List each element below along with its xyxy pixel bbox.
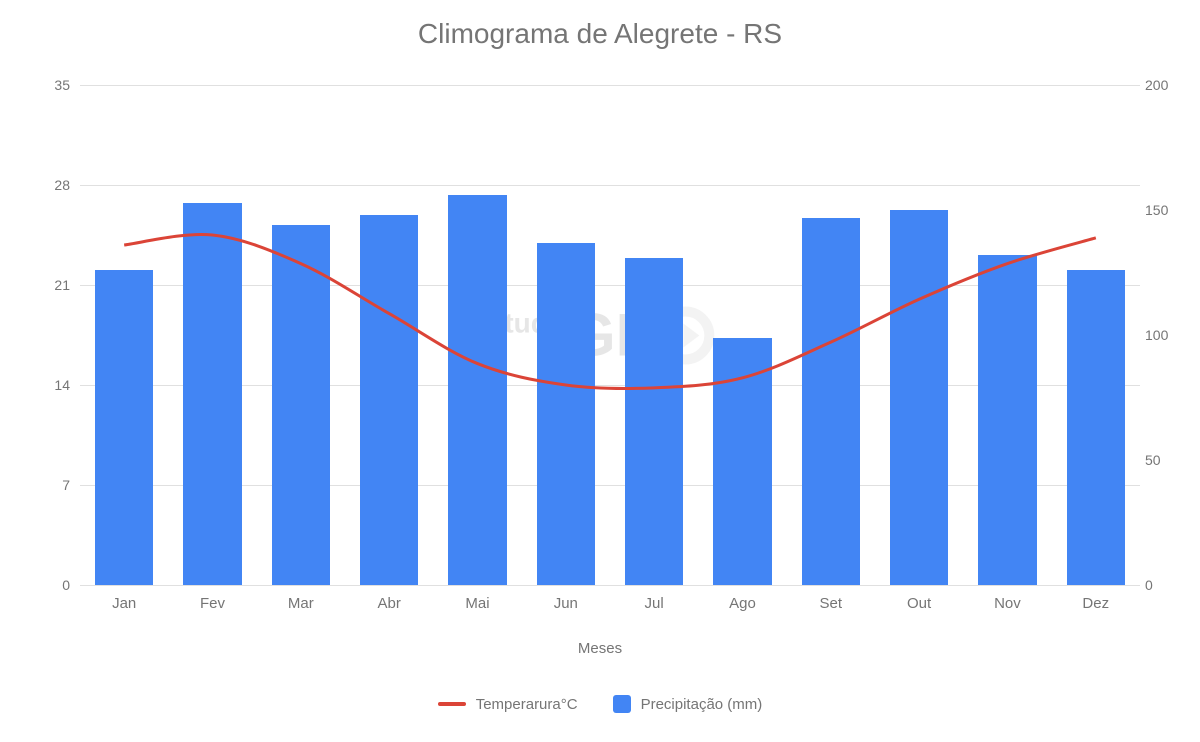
x-tick: Set (787, 595, 875, 612)
x-axis-title: Meses (0, 640, 1200, 657)
y-right-tick: 50 (1145, 452, 1185, 468)
y-left-tick: 0 (30, 577, 70, 593)
legend-label-temperature: Temperarura°C (476, 696, 578, 713)
line-path (124, 234, 1096, 388)
x-tick: Ago (698, 595, 786, 612)
legend-box-swatch (613, 695, 631, 713)
y-left-axis: 0714212835 (30, 85, 70, 585)
legend-item-precipitation: Precipitação (mm) (613, 695, 763, 713)
x-tick: Fev (168, 595, 256, 612)
x-tick: Jun (522, 595, 610, 612)
legend-item-temperature: Temperarura°C (438, 696, 578, 713)
legend: Temperarura°C Precipitação (mm) (0, 695, 1200, 713)
gridline (80, 585, 1140, 586)
x-axis-labels: JanFevMarAbrMaiJunJulAgoSetOutNovDez (80, 595, 1140, 612)
legend-label-precipitation: Precipitação (mm) (641, 696, 763, 713)
temperature-line (80, 85, 1140, 585)
chart-title: Climograma de Alegrete - RS (0, 18, 1200, 50)
y-left-tick: 28 (30, 177, 70, 193)
x-tick: Jul (610, 595, 698, 612)
y-right-tick: 150 (1145, 202, 1185, 218)
y-left-tick: 14 (30, 377, 70, 393)
x-tick: Abr (345, 595, 433, 612)
x-tick: Jan (80, 595, 168, 612)
x-tick: Mai (433, 595, 521, 612)
plot-area: tudo GE (80, 85, 1140, 585)
y-left-tick: 35 (30, 77, 70, 93)
y-left-tick: 7 (30, 477, 70, 493)
x-tick: Mar (257, 595, 345, 612)
y-right-axis: 050100150200 (1145, 85, 1185, 585)
x-tick: Out (875, 595, 963, 612)
y-left-tick: 21 (30, 277, 70, 293)
x-tick: Dez (1052, 595, 1140, 612)
x-tick: Nov (963, 595, 1051, 612)
chart-container: Climograma de Alegrete - RS 0 7 14 21 28 35 0… (0, 0, 1200, 742)
y-right-tick: 100 (1145, 327, 1185, 343)
legend-line-swatch (438, 702, 466, 706)
y-right-tick: 0 (1145, 577, 1185, 593)
y-right-tick: 200 (1145, 77, 1185, 93)
